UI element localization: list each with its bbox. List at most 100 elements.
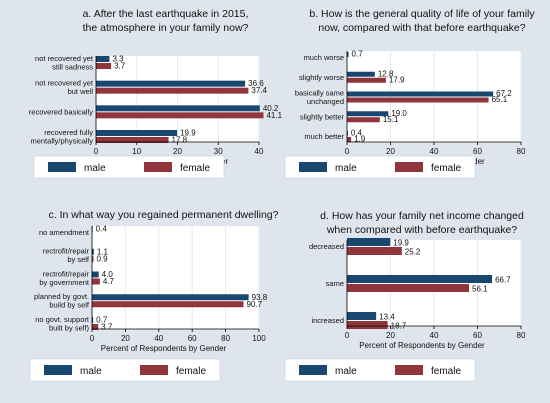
legend-swatch-female: [395, 162, 423, 172]
legend-box: [33, 155, 225, 179]
bar-male: [92, 271, 99, 278]
category-label: decreased: [309, 242, 344, 251]
legend-swatch-female: [140, 365, 168, 375]
bar-male: [347, 52, 349, 57]
legend-label: female: [176, 366, 206, 377]
legend-swatch-male: [299, 365, 327, 375]
legend-label: female: [180, 163, 210, 174]
legend-swatch-female: [395, 365, 423, 375]
bar-female: [347, 137, 352, 142]
bar-female: [347, 117, 380, 123]
data-label: 90.7: [246, 300, 262, 309]
x-axis-label: Percent of Respondents by Gender: [359, 341, 485, 350]
category-label: not recovered yet: [35, 54, 94, 63]
data-label: 67.2: [496, 89, 512, 98]
category-label: recovered basically: [29, 107, 93, 116]
category-label: by government: [39, 278, 90, 287]
legend-box: [284, 358, 476, 382]
category-label: much better: [304, 132, 344, 141]
chart-title: d. How has your family net income change…: [320, 210, 524, 222]
data-label: 4.0: [102, 270, 114, 279]
x-tick-label: 10: [132, 147, 141, 156]
bar-male: [92, 294, 249, 301]
category-label: increased: [311, 316, 344, 325]
bar-male: [347, 131, 348, 136]
bar-female: [347, 321, 388, 329]
x-tick-label: 20: [386, 331, 395, 340]
data-label: 4.7: [103, 277, 115, 286]
x-tick-label: 40: [430, 331, 439, 340]
category-label: by self: [67, 255, 90, 264]
x-tick-label: 0: [345, 147, 350, 156]
x-tick-label: 60: [188, 334, 197, 343]
legend-box: [29, 358, 221, 382]
data-label: 0.7: [352, 50, 364, 59]
bar-male: [347, 91, 494, 97]
chart-title: b. How is the general quality of life of…: [309, 8, 535, 20]
x-axis-label: Percent of Respondents by Gender: [101, 344, 227, 353]
category-label: still sadness: [52, 62, 93, 71]
bar-female: [96, 63, 112, 69]
bar-male: [96, 56, 110, 62]
bar-male: [347, 275, 493, 283]
category-label: built by self): [49, 323, 90, 332]
category-label: rectrofit/repair: [43, 269, 90, 278]
data-label: 0.4: [351, 129, 363, 138]
category-label: slightly worse: [299, 73, 344, 82]
chart-title: a. After the last earthquake in 2015,: [83, 8, 249, 20]
data-label: 0.4: [96, 225, 108, 234]
bar-female: [347, 97, 489, 103]
data-label: 3.3: [112, 55, 124, 64]
legend-swatch-male: [48, 162, 76, 172]
bar-male: [347, 71, 375, 77]
category-label: build by self: [49, 301, 90, 310]
x-tick-label: 0: [345, 331, 350, 340]
legend-label: female: [431, 163, 461, 174]
x-tick-label: 40: [430, 147, 439, 156]
category-label: rectrofit/repair: [43, 247, 90, 256]
category-label: same: [326, 279, 344, 288]
bar-female: [347, 284, 470, 292]
x-tick-label: 80: [517, 331, 526, 340]
data-label: 1.1: [97, 247, 109, 256]
data-label: 0.7: [96, 316, 108, 325]
category-label: mentally/physically: [30, 136, 93, 145]
bar-male: [96, 105, 260, 112]
x-tick-label: 80: [517, 147, 526, 156]
data-label: 93.8: [252, 293, 268, 302]
bar-male: [347, 312, 377, 320]
legend-label: male: [335, 163, 357, 174]
data-label: 41.1: [266, 111, 282, 120]
category-label: not recovered yet: [35, 78, 94, 87]
data-label: 19.9: [393, 239, 409, 248]
x-tick-label: 60: [473, 331, 482, 340]
panel-top-left: a. After the last earthquake in 2015, the…: [29, 8, 283, 179]
x-tick-label: 20: [121, 334, 130, 343]
data-label: 19.0: [391, 109, 407, 118]
bar-female: [92, 278, 100, 285]
data-label: 1.9: [354, 135, 366, 144]
x-tick-label: 20: [386, 147, 395, 156]
bar-female: [96, 137, 169, 143]
data-label: 13.4: [379, 313, 395, 322]
data-label: 65.1: [492, 95, 508, 104]
category-label: basically same: [295, 88, 344, 97]
data-label: 37.4: [251, 86, 267, 95]
x-tick-label: 100: [252, 334, 266, 343]
bar-male: [347, 238, 391, 246]
x-tick-label: 80: [221, 334, 230, 343]
data-label: 56.1: [472, 285, 488, 294]
data-label: 17.9: [389, 75, 405, 84]
bar-female: [347, 77, 386, 83]
bar-female: [96, 112, 264, 119]
legend-swatch-male: [299, 162, 327, 172]
panel-bottom-right: d. How has your family net income change…: [284, 210, 526, 382]
x-tick-label: 20: [173, 147, 182, 156]
legend-swatch-male: [44, 365, 72, 375]
legend-label: male: [84, 163, 106, 174]
bar-female: [347, 247, 402, 255]
legend-label: female: [431, 366, 461, 377]
data-label: 36.6: [248, 79, 264, 88]
category-label: slightly better: [300, 112, 345, 121]
chart-title: the atmosphere in your family now?: [83, 22, 249, 34]
